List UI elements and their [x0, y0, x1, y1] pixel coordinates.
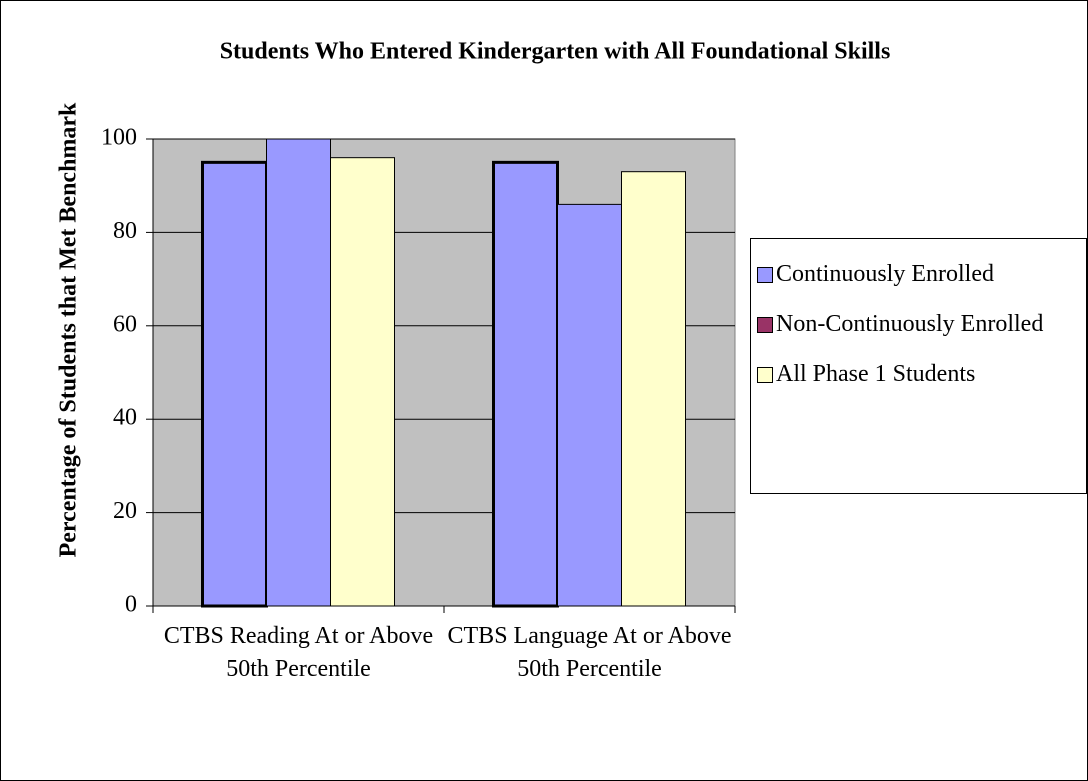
legend: Continuously Enrolled Non-Continuously En…: [750, 238, 1087, 494]
y-axis-label: Percentage of Students that Met Benchmar…: [56, 102, 82, 557]
bar: [492, 160, 559, 608]
legend-label: Continuously Enrolled: [776, 261, 994, 287]
legend-item: All Phase 1 Students: [757, 359, 1086, 389]
chart-title: Students Who Entered Kindergarten with A…: [220, 39, 891, 65]
legend-swatch: [757, 317, 773, 333]
y-tick-label: 100: [101, 125, 137, 151]
y-tick-label: 20: [113, 498, 137, 524]
y-tick-label: 40: [113, 405, 137, 431]
bar: [557, 203, 622, 607]
y-tick-label: 60: [113, 311, 137, 337]
legend-label: All Phase 1 Students: [776, 361, 976, 387]
legend-item: Non-Continuously Enrolled: [757, 309, 1086, 339]
legend-label: Non-Continuously Enrolled: [776, 311, 1044, 337]
x-tick-label: CTBS Language At or Above 50th Percentil…: [447, 623, 732, 682]
legend-swatch: [757, 367, 773, 383]
y-tick-label: 0: [125, 592, 137, 618]
x-tick-label: CTBS Reading At or Above 50th Percentile: [163, 623, 434, 682]
legend-swatch: [757, 267, 773, 283]
legend-item: Continuously Enrolled: [757, 259, 1086, 289]
bar: [621, 171, 686, 607]
bar: [201, 160, 268, 608]
bar: [266, 138, 331, 607]
bar: [330, 157, 395, 607]
y-tick-label: 80: [113, 218, 137, 244]
